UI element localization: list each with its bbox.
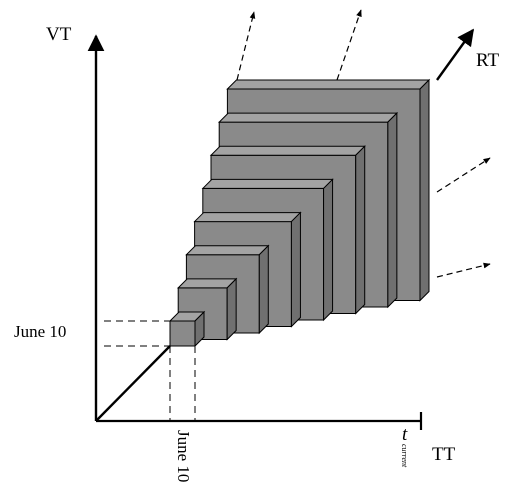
box-side-face [290,211,301,328]
box-1 [168,310,206,348]
axes [87,28,474,430]
box-stack [168,78,431,348]
rt-axis-label: RT [476,50,500,71]
box-side-face [258,244,269,335]
box-front-face [169,320,196,347]
t-current-main: t [402,424,408,445]
box-side-face [355,145,366,315]
box-side-face [323,178,334,322]
dashed-arrow-1 [236,11,256,81]
t-current-subscript: current [400,444,409,468]
box-top-face [185,245,270,256]
dashed-arrow-3 [436,157,491,193]
box-top-face [201,178,334,189]
tt-marker-label: June 10 [174,430,193,482]
vt-marker-label: June 10 [14,322,66,341]
box-top-face [176,278,238,289]
dashed-arrow-4 [436,262,491,278]
box-top-face [209,145,366,156]
dashed-arrow-2 [336,9,362,81]
vt-axis-label: VT [46,24,72,45]
tt-axis-label: TT [432,444,456,465]
box-side-face [194,310,205,348]
box-top-face [193,212,302,223]
box-top-face [217,112,399,123]
box-top-face [226,79,431,90]
box-side-face [226,277,237,341]
rt-axis-lower [95,345,171,422]
box-side-face [387,111,398,309]
rt-axis-upper [436,28,474,81]
t-current-label: t [402,424,408,445]
dashed-arrows [236,9,491,278]
june10-guides [104,320,196,420]
box-side-face [419,78,430,302]
